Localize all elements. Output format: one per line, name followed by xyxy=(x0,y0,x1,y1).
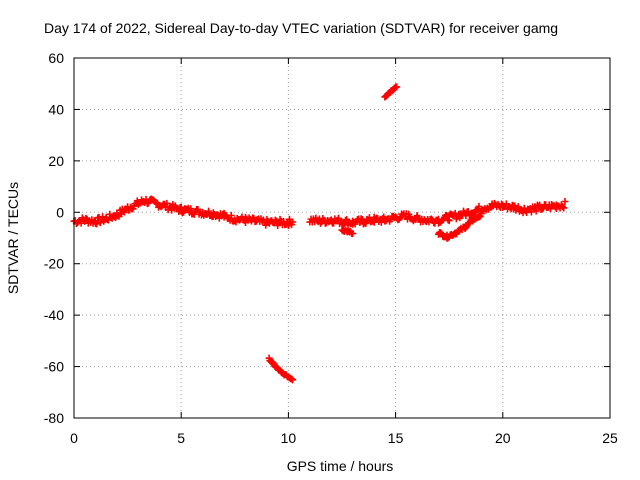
data-point xyxy=(152,199,160,207)
y-tick-label: -60 xyxy=(44,359,64,375)
x-tick-label: 10 xyxy=(281,430,297,446)
x-tick-label: 5 xyxy=(177,430,185,446)
data-point xyxy=(227,211,235,219)
data-point xyxy=(340,220,348,228)
x-axis-label: GPS time / hours xyxy=(287,458,394,474)
y-tick-label: 0 xyxy=(56,204,64,220)
x-tick-label: 0 xyxy=(70,430,78,446)
chart-title: Day 174 of 2022, Sidereal Day-to-day VTE… xyxy=(44,20,558,36)
x-tick-labels: 0 5 10 15 20 25 xyxy=(70,430,618,446)
data-point xyxy=(82,214,90,222)
data-point xyxy=(427,215,435,223)
data-segment xyxy=(70,195,297,230)
y-tick-label: 40 xyxy=(48,101,64,117)
axis-ticks xyxy=(73,57,611,419)
data-point xyxy=(377,218,385,226)
y-tick-label: -40 xyxy=(44,307,64,323)
data-point xyxy=(532,207,540,215)
data-point xyxy=(349,230,357,238)
data-point xyxy=(205,207,213,215)
x-tick-label: 15 xyxy=(388,430,404,446)
data-point xyxy=(289,376,297,384)
y-tick-labels: -80 -60 -40 -20 0 20 40 60 xyxy=(44,50,64,426)
data-point xyxy=(284,222,292,230)
data-segment xyxy=(434,210,485,242)
data-point xyxy=(114,211,122,219)
data-point xyxy=(93,220,101,228)
data-segment xyxy=(338,226,357,238)
data-point xyxy=(163,199,171,207)
data-point xyxy=(288,375,296,383)
data-segment xyxy=(265,354,297,384)
data-point xyxy=(477,210,485,218)
y-tick-label: 20 xyxy=(48,153,64,169)
data-point xyxy=(560,204,568,212)
data-point xyxy=(559,203,567,211)
grid-lines xyxy=(74,58,610,418)
y-tick-label: -20 xyxy=(44,256,64,272)
plot-frame xyxy=(73,57,611,419)
data-segment xyxy=(306,197,569,229)
data-point xyxy=(437,229,445,237)
x-tick-label: 25 xyxy=(602,430,618,446)
data-segment xyxy=(381,83,401,101)
data-point xyxy=(561,197,569,205)
y-axis-label: SDTVAR / TECUs xyxy=(5,182,21,294)
data-point xyxy=(187,205,195,213)
x-tick-label: 20 xyxy=(495,430,511,446)
data-points xyxy=(70,83,569,384)
y-tick-label: 60 xyxy=(48,50,64,66)
data-point xyxy=(77,219,85,227)
data-point xyxy=(393,83,401,91)
data-point xyxy=(289,218,297,226)
data-point xyxy=(405,210,413,218)
y-tick-label: -80 xyxy=(44,410,64,426)
